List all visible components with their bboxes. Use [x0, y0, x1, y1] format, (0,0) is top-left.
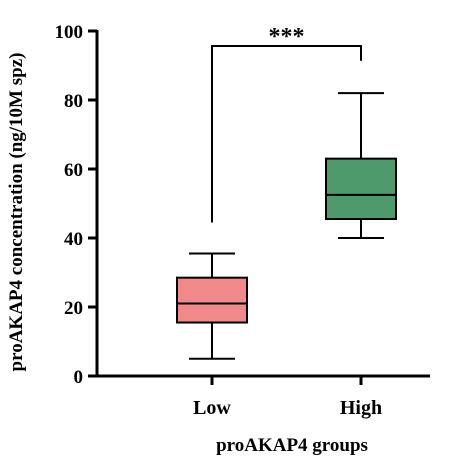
- x-tick-label: Low: [193, 397, 231, 419]
- box-iqr: [325, 157, 397, 221]
- x-tick-label: High: [340, 397, 382, 419]
- significance-label: ***: [269, 24, 305, 50]
- box-series: [176, 92, 397, 360]
- y-tick-label: 20: [64, 298, 83, 319]
- y-axis-title: proAKAP4 concentration (ng/10M spz): [6, 53, 27, 372]
- y-tick-label: 100: [55, 22, 84, 43]
- significance-annotation: ***: [211, 24, 362, 223]
- x-axis-ticks: Low High: [193, 376, 382, 419]
- x-axis-title: proAKAP4 groups: [216, 435, 368, 456]
- box-low: [176, 252, 248, 360]
- y-tick-label: 40: [64, 229, 83, 250]
- box-iqr: [176, 276, 248, 324]
- box-high: [325, 92, 397, 239]
- axes: [95, 30, 430, 378]
- significance-bracket: [211, 45, 362, 223]
- y-tick-label: 60: [64, 160, 83, 181]
- y-tick-label: 0: [74, 367, 84, 388]
- y-axis-ticks: 0 20 40 60 80 100: [55, 22, 97, 388]
- y-tick-label: 80: [64, 91, 83, 112]
